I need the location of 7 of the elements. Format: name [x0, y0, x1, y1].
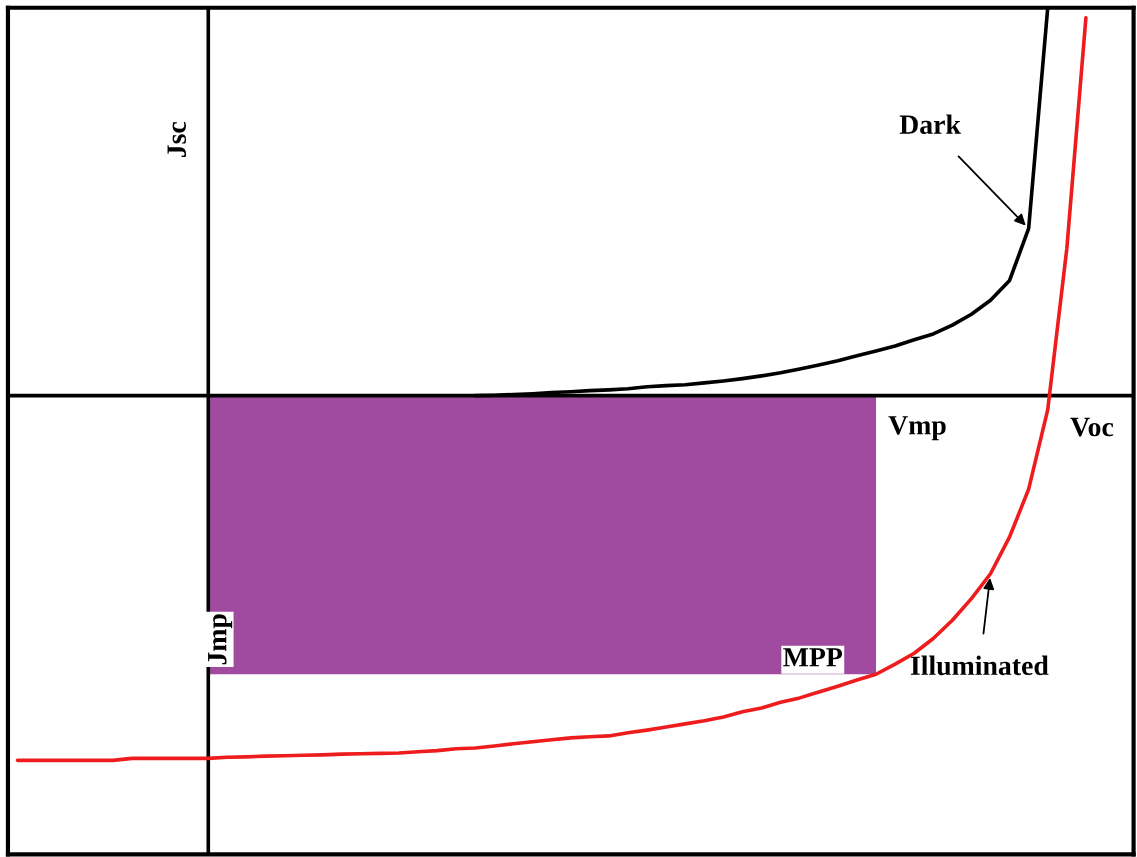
annotation: Vmp: [888, 416, 946, 441]
annotation: MPP: [783, 648, 843, 667]
annotation: Jmp: [208, 614, 233, 665]
annotation: Jsc: [167, 121, 187, 158]
text: Dark: [899, 114, 961, 135]
annotation: Voc: [1070, 417, 1114, 437]
series-label: Illuminated: [910, 655, 1049, 676]
